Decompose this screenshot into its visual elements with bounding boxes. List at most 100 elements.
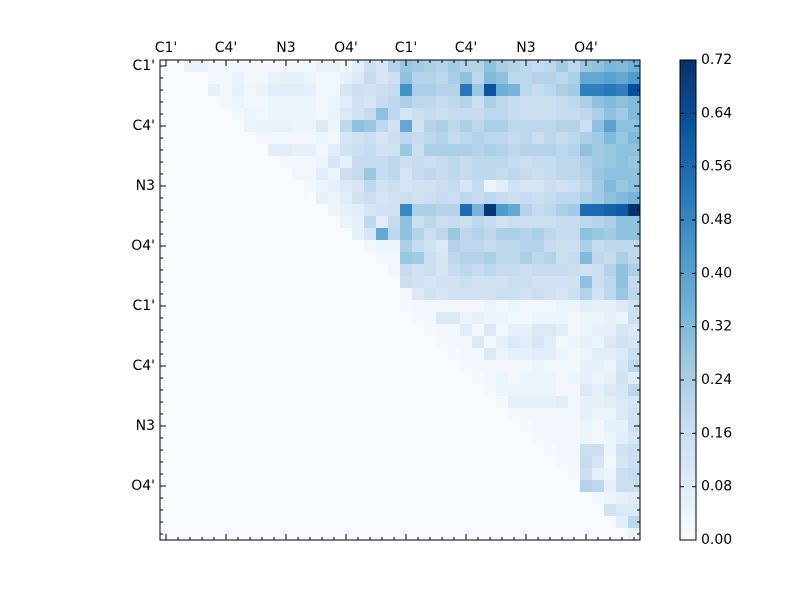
heatmap-cell [376,504,389,517]
heatmap-cell [520,372,533,385]
heatmap-cell [340,396,353,409]
heatmap-cell [352,168,365,181]
heatmap-cell [256,132,269,145]
heatmap-cell [604,432,617,445]
heatmap-cell [556,480,569,493]
heatmap-cell [400,300,413,313]
heatmap-cell [268,360,281,373]
heatmap-cell [568,456,581,469]
heatmap-cell [616,528,629,541]
heatmap-cell [376,96,389,109]
heatmap-cell [364,456,377,469]
heatmap-cell [268,276,281,289]
heatmap-cell [592,168,605,181]
heatmap-cell [628,456,641,469]
colorbar-segment [680,396,696,401]
heatmap-cell [256,216,269,229]
colorbar-segment [680,332,696,337]
heatmap-cell [352,180,365,193]
colorbar-segment [680,244,696,249]
heatmap-cell [184,468,197,481]
heatmap-cell [604,468,617,481]
heatmap-cell [520,480,533,493]
heatmap-cell [256,264,269,277]
heatmap-cell [412,492,425,505]
heatmap-cell [508,252,521,265]
heatmap-cell [172,480,185,493]
heatmap-cell [544,336,557,349]
heatmap-cell [484,348,497,361]
heatmap-cell [244,324,257,337]
heatmap-cell [352,468,365,481]
heatmap-cell [388,240,401,253]
heatmap-cell [184,240,197,253]
heatmap-cell [220,396,233,409]
heatmap-cell [412,120,425,133]
heatmap-cell [580,468,593,481]
heatmap-cell [160,396,173,409]
heatmap-cell [340,288,353,301]
colorbar-segment [680,460,696,465]
heatmap-cell [424,108,437,121]
heatmap-cell [256,348,269,361]
y-tick-label: N3 [136,178,155,194]
heatmap-cell [508,228,521,241]
heatmap-cell [160,180,173,193]
heatmap-cell [196,156,209,169]
heatmap-cell [400,372,413,385]
heatmap-cell [196,324,209,337]
heatmap-cell [292,348,305,361]
heatmap-cell [544,384,557,397]
heatmap-cell [616,180,629,193]
heatmap-cell [544,252,557,265]
heatmap-cell [496,264,509,277]
heatmap-cell [388,504,401,517]
heatmap-cell [304,516,317,529]
heatmap-cell [172,108,185,121]
heatmap-cell [460,300,473,313]
colorbar-segment [680,232,696,237]
colorbar-segment [680,324,696,329]
heatmap-cell [616,252,629,265]
heatmap-cell [472,420,485,433]
heatmap-cell [616,336,629,349]
heatmap-cell [352,240,365,253]
heatmap-cell [604,456,617,469]
colorbar-segment [680,272,696,277]
heatmap-cell [568,516,581,529]
heatmap-cell [364,204,377,217]
heatmap-cell [208,384,221,397]
heatmap-cell [628,312,641,325]
heatmap-cell [544,432,557,445]
heatmap-cell [232,300,245,313]
heatmap-cell [208,276,221,289]
colorbar-segment [680,160,696,165]
heatmap-cell [496,384,509,397]
heatmap-cell [220,408,233,421]
heatmap-cell [268,348,281,361]
heatmap-cell [184,324,197,337]
heatmap-cell [616,360,629,373]
heatmap-cell [508,492,521,505]
heatmap-cell [496,180,509,193]
heatmap-cell [256,528,269,541]
heatmap-cell [352,264,365,277]
heatmap-cell [268,264,281,277]
heatmap-cell [184,144,197,157]
colorbar-segment [680,224,696,229]
heatmap-cell [592,132,605,145]
heatmap-cell [160,264,173,277]
heatmap-cell [292,516,305,529]
heatmap-cell [532,420,545,433]
heatmap-cell [532,312,545,325]
heatmap-cell [364,228,377,241]
heatmap-cell [388,192,401,205]
heatmap-cell [316,324,329,337]
heatmap-cell [280,348,293,361]
heatmap-cell [196,528,209,541]
colorbar-segment [680,156,696,161]
heatmap-cell [244,336,257,349]
heatmap-cell [304,408,317,421]
heatmap-cell [256,60,269,73]
heatmap-cell [340,348,353,361]
